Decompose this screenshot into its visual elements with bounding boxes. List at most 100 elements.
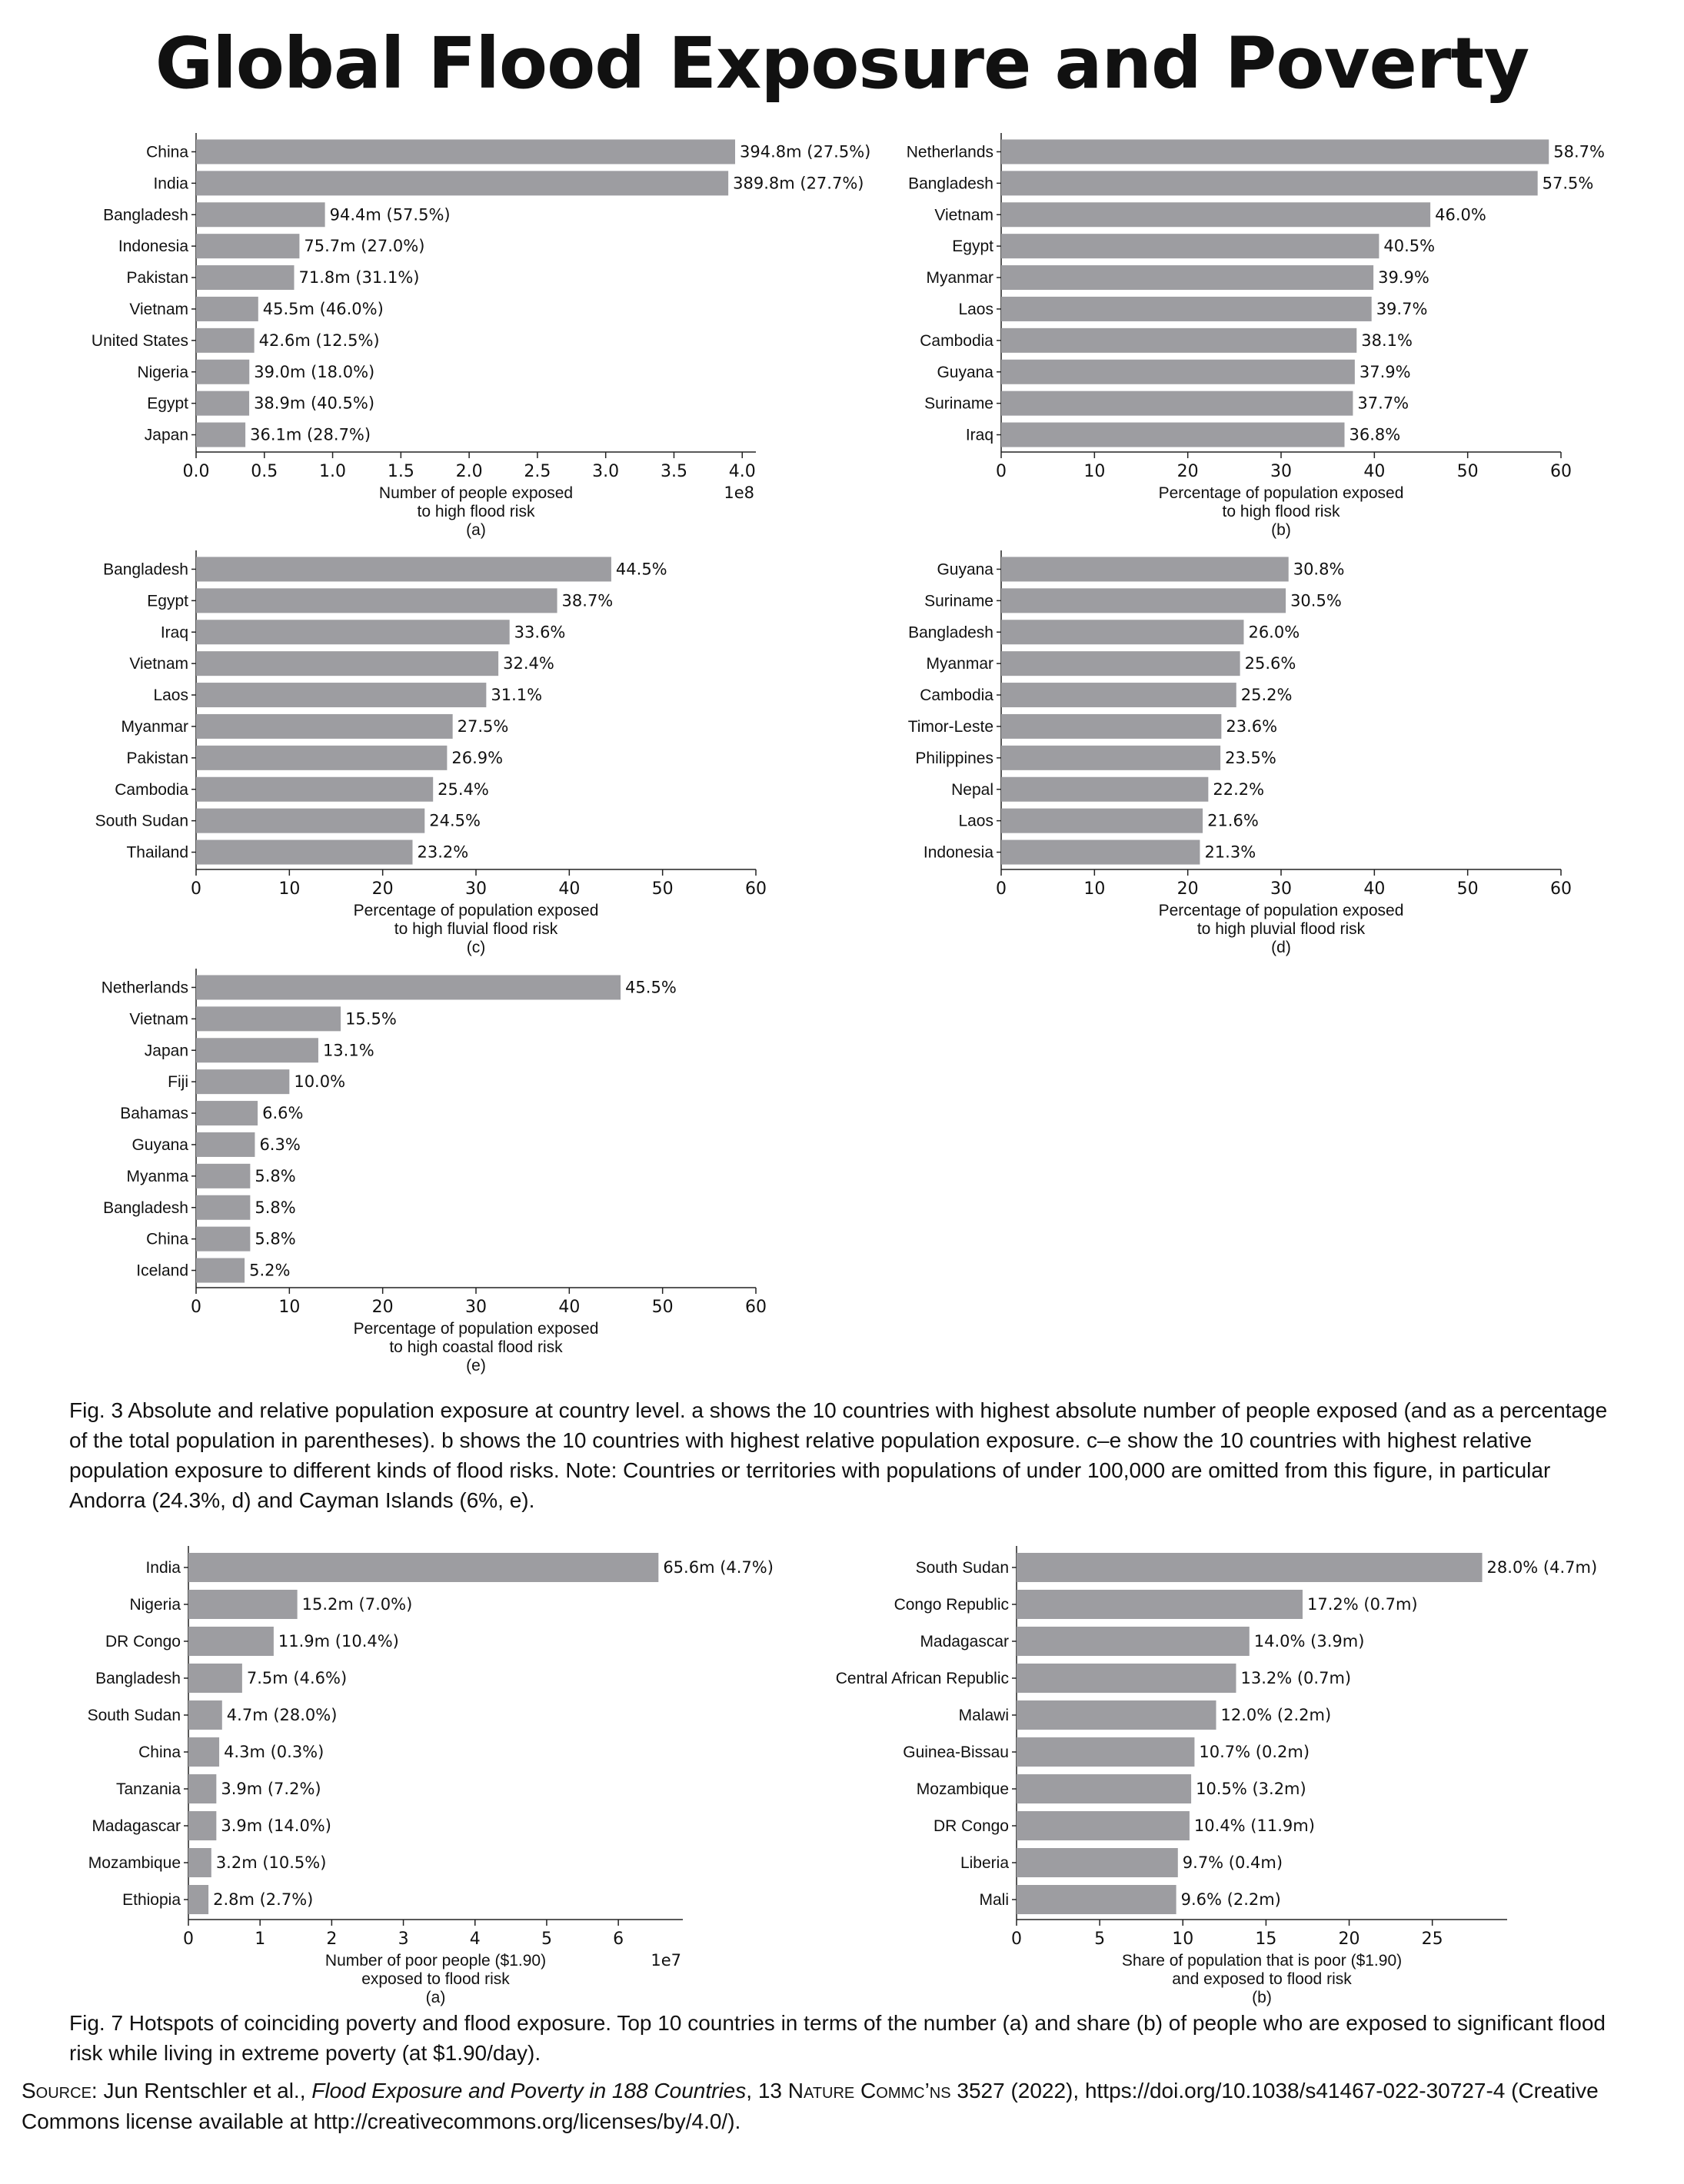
- data-label: 5.8%: [255, 1198, 295, 1217]
- bar-8: [1001, 808, 1203, 833]
- x-tick-label: 1: [255, 1930, 265, 1949]
- bar-9: [196, 422, 246, 447]
- bar-7: [196, 359, 250, 384]
- bar-5: [1001, 713, 1222, 739]
- bar-7: [1001, 776, 1209, 802]
- x-tick-label: 0: [996, 462, 1007, 481]
- category-label: Bangladesh: [95, 1670, 181, 1687]
- data-label: 5.2%: [249, 1262, 290, 1280]
- data-label: 26.9%: [451, 749, 503, 767]
- category-label: Egypt: [952, 238, 993, 255]
- x-axis-label-1: to high pluvial flood risk: [1197, 920, 1366, 938]
- data-label: 42.6m (12.5%): [259, 331, 380, 350]
- bar-7: [196, 776, 434, 802]
- data-label: 3.9m (14.0%): [221, 1817, 331, 1835]
- bar-5: [188, 1737, 220, 1767]
- category-label: Myanmar: [121, 718, 188, 736]
- x-tick-label: 3: [398, 1930, 409, 1949]
- category-label: Fiji: [168, 1073, 188, 1091]
- bar-1: [1001, 588, 1286, 613]
- category-label: India: [153, 175, 188, 192]
- data-label: 9.7% (0.4m): [1183, 1853, 1283, 1872]
- bar-6: [196, 1163, 251, 1188]
- data-label: 46.0%: [1435, 205, 1486, 224]
- bar-9: [196, 839, 413, 865]
- data-label: 10.7% (0.2m): [1199, 1743, 1310, 1761]
- bar-0: [196, 139, 736, 165]
- bar-6: [1017, 1774, 1192, 1803]
- x-tick-label: 30: [1270, 462, 1292, 481]
- data-label: 23.2%: [417, 843, 468, 862]
- category-label: Liberia: [960, 1854, 1009, 1872]
- data-label: 36.8%: [1350, 426, 1401, 444]
- category-label: DR Congo: [105, 1633, 181, 1650]
- category-label: Iraq: [966, 427, 993, 444]
- bar-4: [1001, 683, 1236, 708]
- category-label: Cambodia: [920, 686, 993, 704]
- bar-3: [196, 651, 499, 676]
- bar-5: [1017, 1737, 1195, 1767]
- x-tick-label: 10: [1083, 879, 1105, 899]
- data-label: 15.5%: [345, 1009, 397, 1028]
- x-axis-label-2: (e): [466, 1357, 486, 1375]
- x-tick-label: 60: [745, 879, 767, 899]
- x-tick-label: 20: [1177, 462, 1199, 481]
- x-tick-label: 0: [183, 1930, 194, 1949]
- bar-0: [196, 557, 611, 582]
- category-label: Philippines: [915, 750, 993, 767]
- x-axis-label-2: (b): [1271, 521, 1291, 539]
- x-tick-label: 40: [558, 879, 580, 899]
- x-tick-label: 0.0: [183, 462, 210, 481]
- category-label: Guyana: [131, 1136, 188, 1154]
- data-label: 30.5%: [1290, 591, 1342, 610]
- data-label: 33.6%: [514, 623, 566, 641]
- category-label: Bangladesh: [908, 623, 993, 641]
- x-axis-label-1: and exposed to flood risk: [1172, 1970, 1352, 1988]
- bar-3: [196, 234, 300, 259]
- source-rest: 3527 (2022), https://doi.org/10.1038/s41…: [22, 2079, 1599, 2133]
- x-tick-label: 4.0: [729, 462, 756, 481]
- category-label: Bangladesh: [908, 175, 993, 192]
- data-label: 15.2m (7.0%): [302, 1595, 413, 1614]
- x-axis-label-0: Number of poor people ($1.90): [325, 1952, 546, 1970]
- source-authors: : Jun Rentschler et al.,: [91, 2079, 312, 2103]
- x-tick-label: 20: [372, 1298, 394, 1317]
- bar-2: [196, 202, 325, 228]
- bar-7: [196, 1195, 251, 1220]
- data-label: 25.4%: [438, 780, 489, 799]
- bar-4: [188, 1700, 222, 1730]
- chart-fig3e: Netherlands 45.5% Vietnam 15.5% Japan 13.1% Fi…: [102, 969, 767, 1375]
- data-label: 39.0m (18.0%): [254, 363, 374, 381]
- category-label: Bangladesh: [103, 560, 188, 578]
- category-label: Egypt: [147, 395, 188, 413]
- bar-9: [196, 1258, 245, 1283]
- data-label: 65.6m (4.7%): [663, 1558, 774, 1577]
- source-citation: Source: Jun Rentschler et al., Flood Exp…: [22, 2076, 1667, 2137]
- bar-2: [196, 1038, 318, 1063]
- x-tick-label: 3.5: [661, 462, 687, 481]
- x-tick-label: 10: [1083, 462, 1105, 481]
- bar-3: [196, 1069, 290, 1095]
- source-work: Flood Exposure and Poverty in 188 Countr…: [311, 2079, 747, 2103]
- x-tick-label: 1.0: [319, 462, 346, 481]
- data-label: 24.5%: [429, 812, 481, 830]
- bar-4: [196, 1101, 258, 1126]
- data-label: 17.2% (0.7m): [1307, 1595, 1418, 1614]
- category-label: Netherlands: [102, 979, 188, 996]
- bar-6: [196, 745, 448, 770]
- bar-5: [1001, 296, 1372, 321]
- x-axis-label-2: (a): [426, 1989, 446, 2006]
- fig3-caption: Fig. 3 Absolute and relative population …: [69, 1398, 1608, 1512]
- category-label: Pakistan: [126, 269, 188, 287]
- category-label: Iraq: [161, 623, 188, 641]
- category-label: Suriname: [924, 592, 993, 610]
- x-tick-label: 10: [1172, 1930, 1193, 1949]
- data-label: 2.8m (2.7%): [213, 1890, 313, 1909]
- chart-fig3d: Guyana 30.8% Suriname 30.5% Bangladesh 26.0% M…: [908, 550, 1572, 956]
- chart-fig7a: India 65.6m (4.7%) Nigeria 15.2m (7.0%) DR C…: [88, 1546, 774, 2006]
- bar-0: [188, 1553, 659, 1582]
- x-axis-label-0: Share of population that is poor ($1.90): [1122, 1952, 1402, 1970]
- x-tick-label: 25: [1422, 1930, 1443, 1949]
- bar-6: [196, 327, 255, 353]
- bar-9: [1001, 422, 1345, 447]
